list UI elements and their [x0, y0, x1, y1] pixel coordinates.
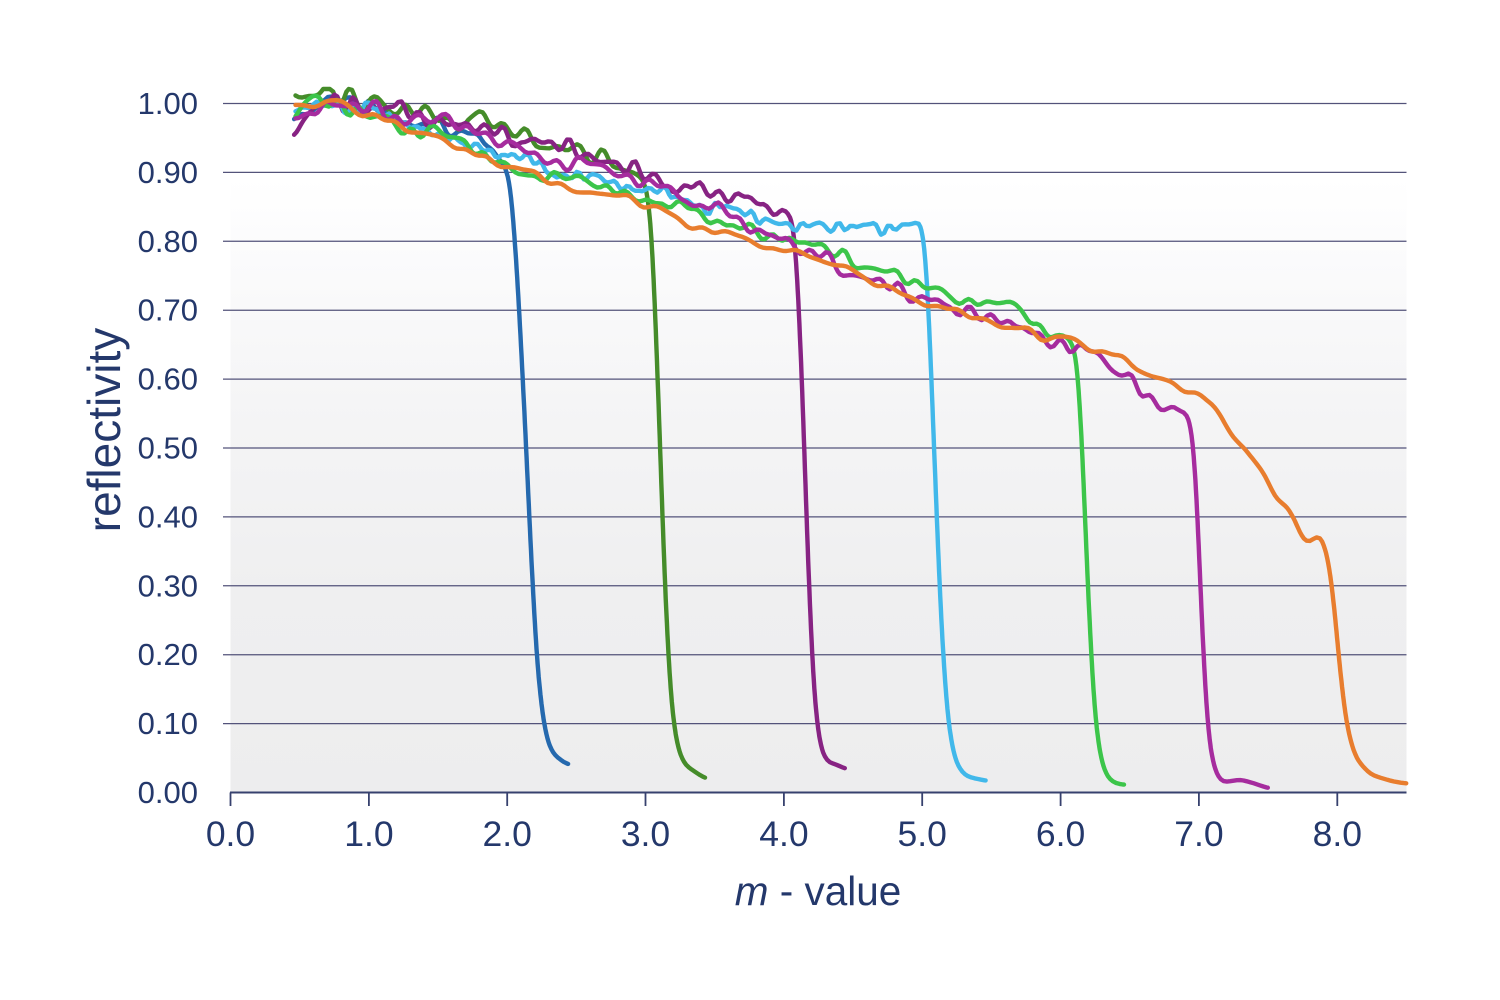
svg-text:0.0: 0.0 [206, 814, 255, 854]
svg-text:0.90: 0.90 [138, 155, 198, 190]
svg-text:3.0: 3.0 [621, 814, 670, 854]
svg-text:0.00: 0.00 [138, 775, 198, 810]
svg-text:0.80: 0.80 [138, 224, 198, 259]
svg-text:0.60: 0.60 [138, 362, 198, 397]
svg-text:0.20: 0.20 [138, 637, 198, 672]
svg-text:2.0: 2.0 [483, 814, 532, 854]
svg-text:reflectivity: reflectivity [78, 328, 130, 532]
svg-text:0.70: 0.70 [138, 293, 198, 328]
svg-text:0.40: 0.40 [138, 499, 198, 534]
svg-text:5.0: 5.0 [898, 814, 947, 854]
svg-text:0.50: 0.50 [138, 431, 198, 466]
svg-text:6.0: 6.0 [1036, 814, 1085, 854]
svg-text:4.0: 4.0 [759, 814, 808, 854]
svg-text:8.0: 8.0 [1313, 814, 1362, 854]
svg-text:0.10: 0.10 [138, 706, 198, 741]
svg-text:0.30: 0.30 [138, 568, 198, 603]
svg-text:m - value: m - value [735, 868, 902, 914]
svg-text:1.0: 1.0 [344, 814, 393, 854]
svg-text:7.0: 7.0 [1174, 814, 1223, 854]
svg-text:1.00: 1.00 [138, 86, 198, 121]
